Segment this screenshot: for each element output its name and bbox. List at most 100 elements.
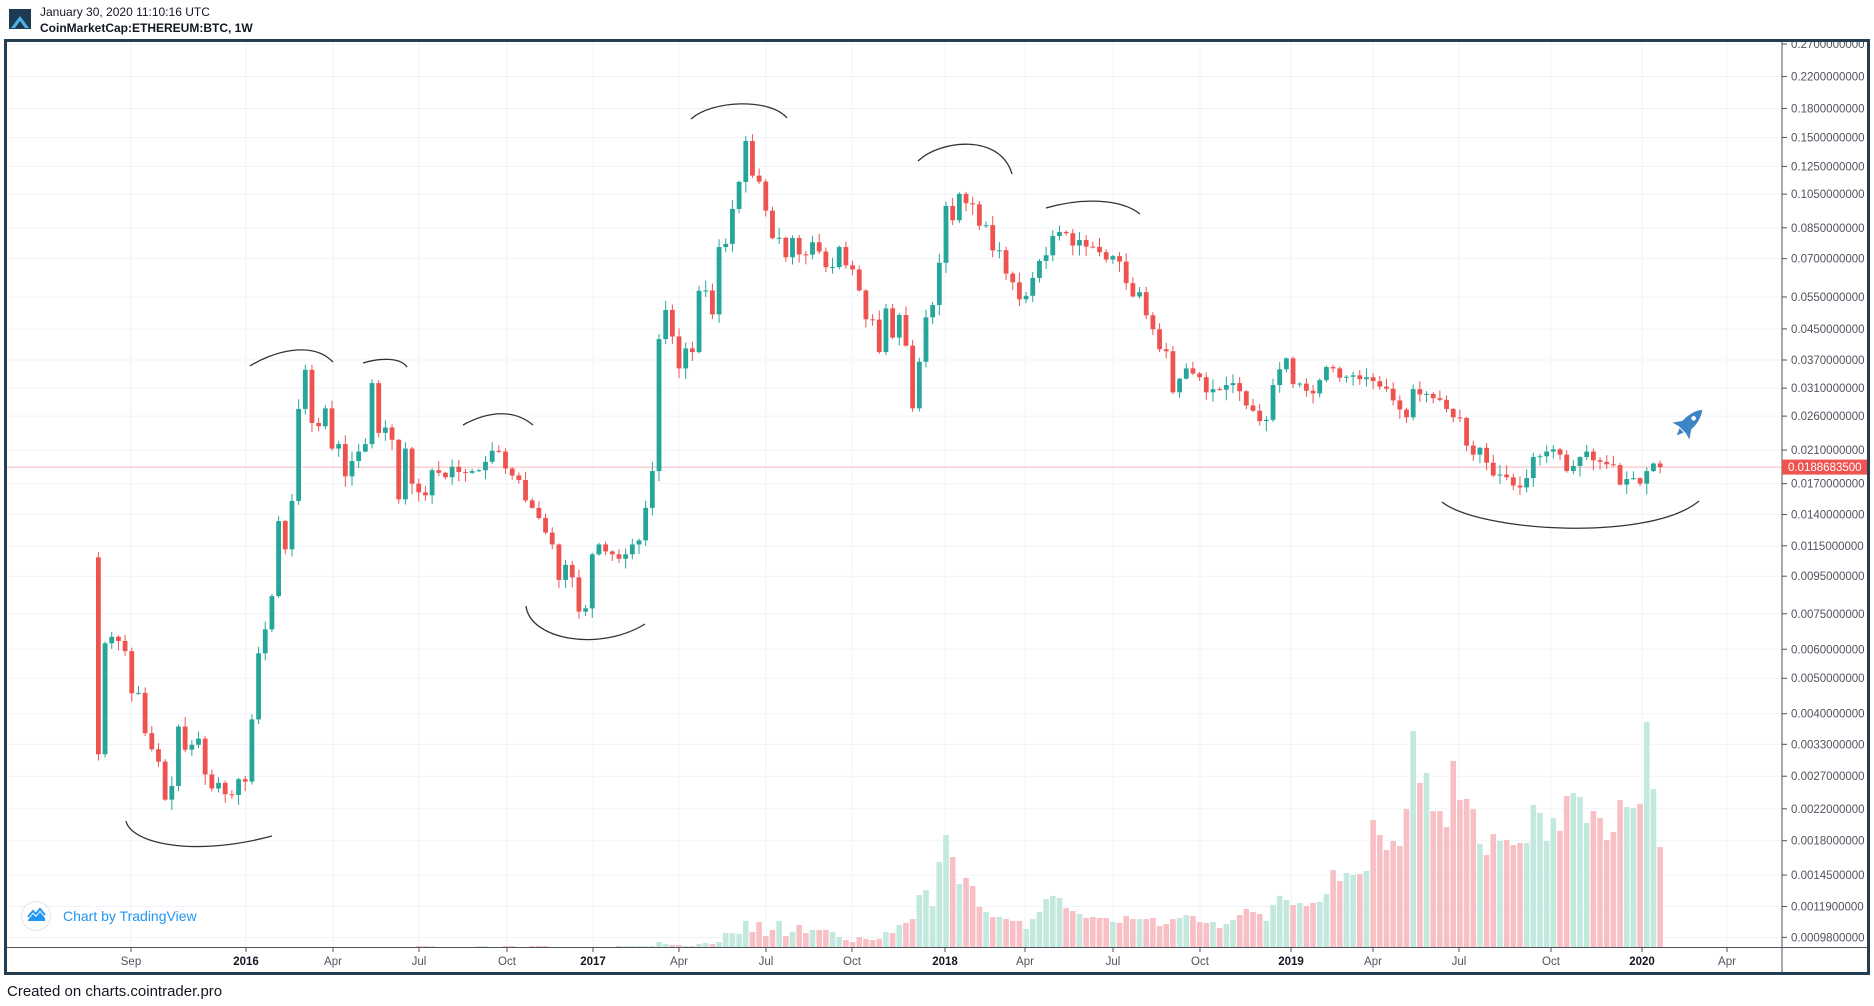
candle[interactable] [916, 357, 922, 412]
candle[interactable] [529, 498, 535, 509]
candle[interactable] [1437, 390, 1443, 402]
candle[interactable] [409, 446, 415, 495]
candle[interactable] [669, 304, 675, 345]
candle[interactable] [730, 199, 735, 252]
drawing-arc[interactable] [1441, 500, 1700, 529]
candle[interactable] [1150, 312, 1156, 336]
candle[interactable] [509, 467, 515, 480]
candle[interactable] [1364, 368, 1369, 387]
drawing-arc[interactable] [690, 103, 788, 120]
candle[interactable] [603, 541, 609, 556]
candle[interactable] [136, 685, 141, 695]
candle[interactable] [289, 493, 295, 557]
candle[interactable] [1330, 364, 1336, 373]
candle[interactable] [1524, 469, 1530, 493]
candle[interactable] [1257, 404, 1263, 426]
candle[interactable] [1570, 460, 1576, 475]
candle[interactable] [1577, 456, 1583, 477]
candle[interactable] [549, 527, 555, 550]
candle[interactable] [1457, 409, 1463, 422]
candle[interactable] [1137, 287, 1142, 299]
candle[interactable] [890, 303, 896, 339]
candle[interactable] [1277, 362, 1283, 393]
candle[interactable] [389, 424, 395, 451]
candle[interactable] [1497, 464, 1503, 485]
candle[interactable] [843, 241, 849, 269]
candle[interactable] [743, 135, 749, 193]
candle[interactable] [1644, 467, 1650, 495]
candle[interactable] [1590, 448, 1596, 471]
candle[interactable] [449, 459, 455, 485]
candle[interactable] [990, 215, 996, 258]
candle[interactable] [362, 438, 368, 453]
candle[interactable] [1270, 378, 1276, 423]
candle[interactable] [1404, 407, 1409, 423]
candle[interactable] [403, 442, 408, 505]
candle[interactable] [423, 486, 428, 501]
candle[interactable] [189, 740, 195, 756]
drawing-arc[interactable] [525, 605, 646, 641]
drawing-arc[interactable] [249, 349, 334, 367]
candle[interactable] [142, 687, 148, 737]
candle[interactable] [516, 472, 522, 484]
candle[interactable] [1177, 377, 1182, 398]
candle[interactable] [649, 461, 655, 516]
candle[interactable] [356, 443, 362, 469]
candle[interactable] [770, 206, 775, 240]
candle[interactable] [1103, 249, 1109, 263]
candle[interactable] [1317, 378, 1323, 398]
candle[interactable] [102, 641, 108, 758]
tradingview-attribution-link[interactable]: Chart by TradingView [63, 908, 197, 924]
candle[interactable] [489, 442, 495, 465]
candle[interactable] [1510, 473, 1516, 491]
candle[interactable] [576, 569, 582, 619]
candle[interactable] [676, 328, 682, 379]
candle[interactable] [1484, 443, 1489, 471]
candle[interactable] [616, 549, 622, 564]
candle[interactable] [536, 501, 542, 520]
candle[interactable] [296, 399, 302, 505]
drawing-arc[interactable] [125, 820, 273, 848]
candle[interactable] [429, 468, 435, 504]
drawing-arc[interactable] [1045, 200, 1141, 215]
candle[interactable] [716, 239, 722, 323]
candle[interactable] [469, 468, 475, 474]
candle[interactable] [1557, 447, 1563, 460]
candle[interactable] [1297, 382, 1303, 388]
candle[interactable] [1010, 271, 1016, 291]
candle[interactable] [976, 200, 982, 230]
candle[interactable] [896, 313, 902, 346]
candle[interactable] [162, 759, 168, 801]
candle[interactable] [790, 235, 795, 265]
candle[interactable] [1223, 376, 1229, 401]
candle[interactable] [242, 776, 248, 792]
candle[interactable] [1490, 454, 1496, 478]
candle[interactable] [1657, 460, 1663, 474]
candle[interactable] [796, 235, 802, 263]
candle[interactable] [629, 538, 635, 560]
candle[interactable] [763, 178, 769, 217]
candle[interactable] [983, 221, 989, 229]
candle[interactable] [1651, 462, 1656, 473]
candle[interactable] [1504, 465, 1510, 481]
candle[interactable] [1544, 445, 1550, 463]
candle[interactable] [456, 459, 462, 482]
candle[interactable] [816, 233, 822, 255]
candle[interactable] [202, 736, 208, 786]
candle[interactable] [262, 621, 268, 661]
candle[interactable] [1637, 477, 1643, 487]
candle[interactable] [870, 314, 875, 326]
candle[interactable] [443, 471, 448, 480]
drawing-arc[interactable] [917, 143, 1013, 175]
candle[interactable] [1310, 385, 1316, 404]
candle[interactable] [1230, 374, 1236, 394]
candle[interactable] [950, 197, 956, 226]
candle[interactable] [96, 551, 101, 761]
candle[interactable] [269, 594, 275, 633]
tradingview-logo-icon[interactable] [21, 901, 51, 931]
rocket-icon[interactable] [1668, 401, 1710, 443]
candle[interactable] [1597, 457, 1603, 470]
candle[interactable] [1377, 375, 1383, 390]
candle[interactable] [703, 280, 709, 297]
